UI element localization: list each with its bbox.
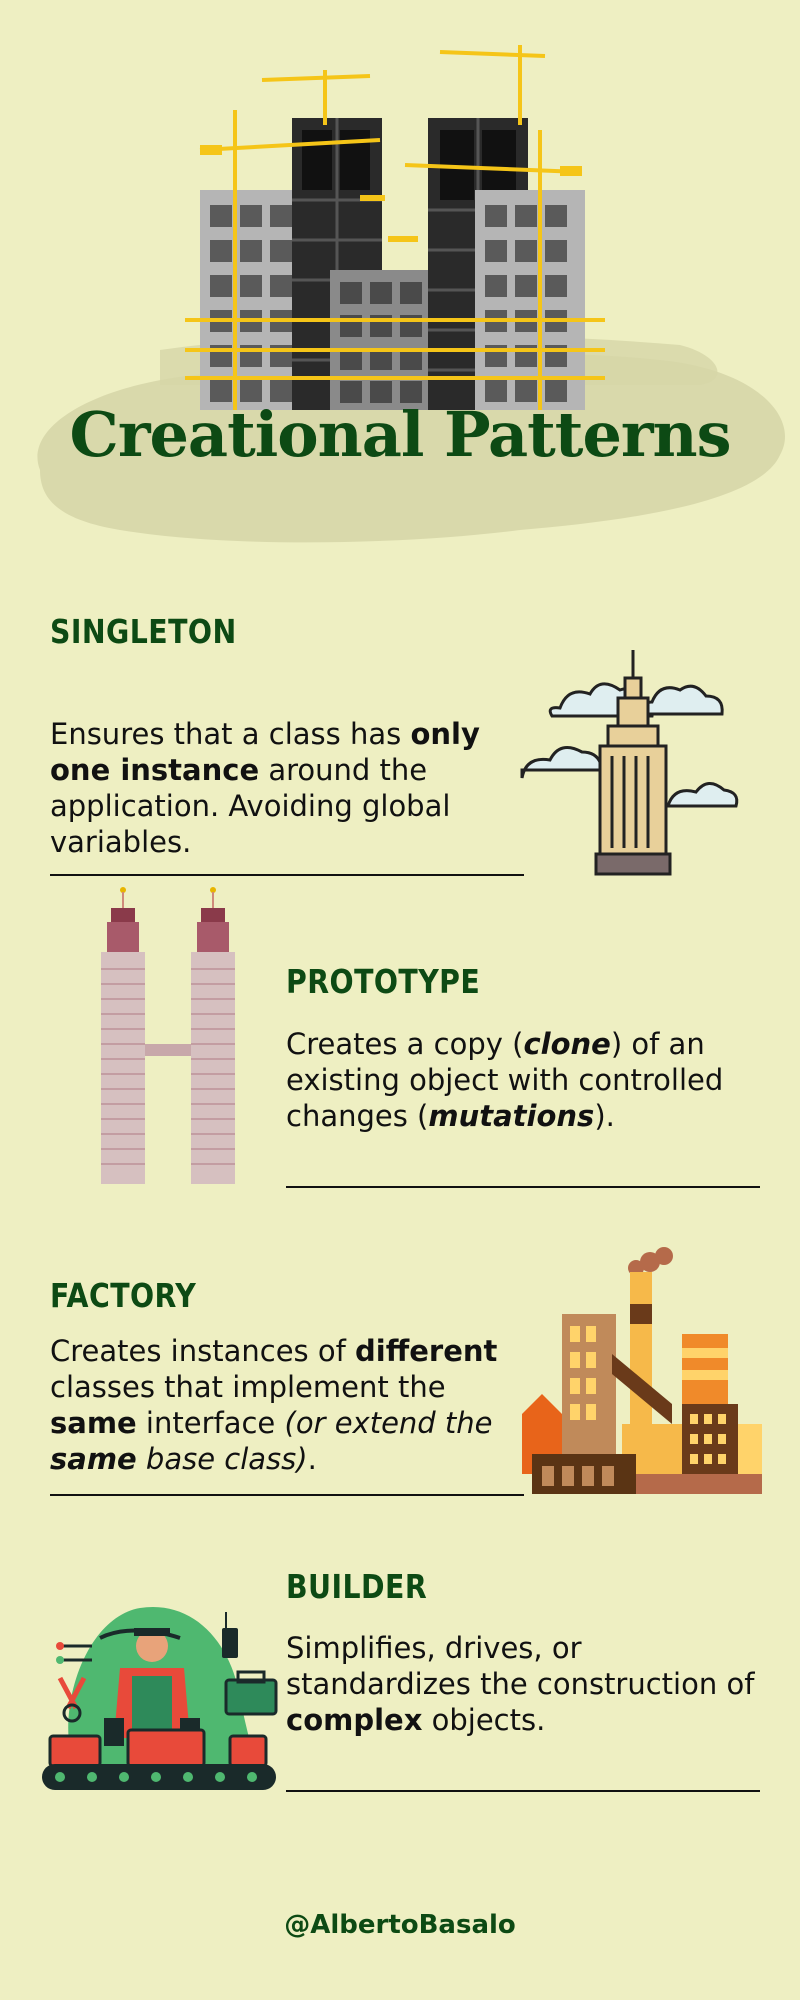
prototype-divider	[286, 1186, 760, 1188]
prototype-title: PROTOTYPE	[286, 962, 481, 1001]
builder-description: Simplifies, drives, or standardizes the …	[286, 1631, 755, 1737]
prototype-description: Creates a copy (clone) of an existing ob…	[286, 1027, 724, 1133]
singleton-divider	[50, 874, 524, 876]
construction-site-icon	[37, 45, 785, 543]
singleton-description: Ensures that a class has only one instan…	[50, 717, 480, 859]
factory-divider	[50, 1494, 524, 1496]
singleton-title: SINGLETON	[50, 612, 237, 651]
twin-towers-icon	[101, 887, 235, 1184]
worker-conveyor-icon	[42, 1606, 278, 1790]
page-title: Creational Patterns	[69, 398, 731, 471]
factory-icon	[522, 1247, 762, 1494]
factory-title: FACTORY	[50, 1276, 197, 1315]
factory-description: Creates instances of different classes t…	[50, 1334, 498, 1476]
builder-divider	[286, 1790, 760, 1792]
builder-title: BUILDER	[286, 1567, 428, 1606]
skyscraper-clouds-icon	[520, 650, 739, 876]
author-handle: @AlbertoBasalo	[284, 1910, 516, 1940]
